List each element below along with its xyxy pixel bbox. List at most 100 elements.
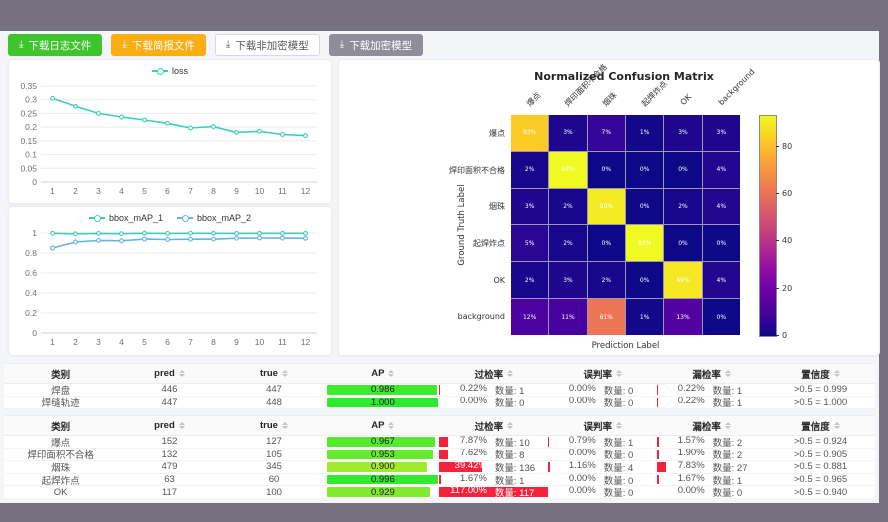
rate-percent: 0.22% [677, 396, 705, 407]
data-point-marker [119, 114, 124, 120]
download-icon: ⤓ [122, 39, 127, 50]
x-tick-label: 5 [142, 337, 147, 347]
legend-label: bbox_mAP_2 [197, 213, 252, 223]
sort-icon[interactable] [281, 422, 288, 429]
rate-bar [657, 474, 660, 485]
sort-icon[interactable] [388, 422, 395, 429]
y-tick-label: 0.6 [25, 268, 37, 278]
sort-icon[interactable] [833, 370, 840, 377]
table-row[interactable]: 焊缝轨迹 447 448 1.000 0.00% 数量: 0 0.00% 数量: 0 0.22%… [4, 397, 875, 410]
rate-count: 数量: 0 [603, 398, 634, 409]
matrix-cell: 3% [549, 115, 587, 151]
true-cell: 100 [266, 486, 282, 498]
legend-item-loss[interactable]: loss [151, 66, 188, 76]
rate-bar [657, 449, 660, 460]
confidence-cell: >0.5 = 0.881 [793, 461, 848, 473]
legend-item-bbox_mAP_1[interactable]: bbox_mAP_1 [88, 213, 163, 223]
colorbar-tick-mark [776, 335, 779, 336]
column-header-3: AP [326, 416, 439, 435]
y-tick-label: 0 [32, 328, 37, 338]
rate-count: 数量: 4 [603, 462, 634, 473]
table-row[interactable]: OK 117 100 0.929 117.00% 数量: 117 0.00% 数量: 0 0.0… [4, 486, 875, 499]
rate-count: 数量: 1 [494, 385, 525, 396]
rate-count: 数量: 8 [494, 450, 525, 461]
sort-icon[interactable] [833, 422, 840, 429]
download-report-button[interactable]: ⤓ 下载简报文件 [111, 34, 206, 56]
sort-icon[interactable] [507, 370, 514, 377]
confidence-cell: >0.5 = 0.940 [793, 486, 848, 498]
matrix-column-label: 烟珠 [601, 90, 619, 109]
column-header-4: 过检率 [439, 364, 548, 383]
sort-icon[interactable] [388, 370, 395, 377]
ap-value: 1.000 [370, 396, 395, 408]
rate-percent: 0.00% [568, 473, 596, 484]
colorbar-tick-label: 80 [782, 141, 793, 151]
rate-cell: 1.57% 数量: 2 [657, 436, 766, 448]
matrix-cell: 1% [625, 299, 664, 335]
colorbar-tick-label: 60 [782, 189, 793, 199]
rate-percent: 1.90% [677, 448, 705, 459]
download-unencrypted-model-button[interactable]: ⤓ 下载非加密模型 [214, 34, 320, 56]
rate-percent: 0.79% [568, 436, 596, 446]
x-tick-label: 10 [255, 186, 265, 196]
table-row[interactable]: 烟珠 479 345 0.900 39.42% 数量: 136 1.16% 数量: 4 7.83… [4, 461, 875, 474]
rate-percent: 39.42% [454, 461, 487, 471]
data-point-marker [257, 128, 262, 134]
ap-cell: 0.967 [326, 436, 439, 448]
rate-percent: 1.16% [568, 461, 596, 471]
confidence-cell: >0.5 = 1.000 [793, 396, 848, 408]
sort-icon[interactable] [616, 370, 623, 377]
matrix-cell: 0% [587, 225, 625, 262]
table-row[interactable]: 焊盘 446 447 0.986 0.22% 数量: 1 0.00% 数量: 0 0.22% 数量… [4, 384, 875, 397]
matrix-cell: 4% [702, 262, 740, 299]
y-tick-label: 0.05 [20, 163, 37, 173]
rate-percent: 0.00% [568, 396, 596, 407]
data-point-marker [73, 239, 78, 245]
matrix-cell: 2% [664, 188, 702, 225]
rate-count: 数量: 0 [603, 488, 634, 498]
sort-icon[interactable] [507, 422, 514, 429]
sort-icon[interactable] [281, 370, 288, 377]
table-header-row: 类别 pred true AP 过检率 误判率 漏检率 置信度 [4, 416, 875, 436]
download-log-button[interactable]: ⤓ 下载日志文件 [8, 34, 103, 56]
download-encrypted-model-button[interactable]: ⤓ 下载加密模型 [328, 34, 424, 56]
table-row[interactable]: 起焊炸点 63 60 0.996 1.67% 数量: 1 0.00% 数量: 0 1.67% 数量… [4, 474, 875, 487]
y-tick-label: 0.3 [25, 95, 37, 105]
legend-item-bbox_mAP_2[interactable]: bbox_mAP_2 [177, 213, 251, 223]
rate-count: 数量: 0 [603, 475, 634, 486]
matrix-cell: 3% [702, 115, 740, 151]
table-row[interactable]: 焊印面积不合格 132 105 0.953 7.62% 数量: 8 0.00% 数量: 0 1.… [4, 449, 875, 462]
rate-count: 数量: 2 [712, 437, 743, 448]
rate-count: 数量: 0 [603, 450, 634, 461]
pred-cell: 479 [161, 461, 178, 473]
sort-icon[interactable] [616, 422, 623, 429]
sort-icon[interactable] [178, 422, 185, 429]
data-point-marker [142, 236, 147, 242]
matrix-cell: 4% [702, 188, 740, 225]
colorbar-tick-label: 20 [782, 283, 793, 293]
sort-icon[interactable] [724, 370, 731, 377]
sort-icon[interactable] [724, 422, 731, 429]
data-point-marker [73, 103, 78, 109]
ap-value: 0.986 [370, 384, 395, 396]
table-row[interactable]: 爆点 152 127 0.967 7.87% 数量: 10 0.79% 数量: 1 1.57% 数… [4, 436, 875, 449]
x-tick-label: 11 [278, 186, 287, 196]
rate-cell: 0.79% 数量: 1 [548, 436, 657, 448]
matrix-cell: 11% [549, 299, 587, 335]
data-point-marker [303, 235, 308, 241]
pred-cell: 63 [164, 474, 175, 486]
category-cell: 焊缝轨迹 [41, 398, 80, 409]
x-tick-label: 2 [73, 337, 78, 347]
rate-bar [439, 474, 442, 485]
confidence-cell: >0.5 = 0.965 [793, 474, 848, 486]
rate-cell: 0.00% 数量: 0 [657, 486, 766, 498]
rate-count: 数量: 0 [494, 398, 525, 409]
bbox_mAP_1-line [52, 232, 306, 235]
sort-icon[interactable] [178, 370, 185, 377]
map-line-chart: 00.20.40.60.811 2 3 4 5 6 7 8 9 10 11 12 [25, 228, 317, 347]
rate-bar [439, 449, 448, 460]
rate-percent: 1.67% [459, 473, 487, 484]
x-tick-label: 7 [188, 337, 193, 347]
loss-line-chart: 00.050.10.150.20.250.30.351 2 3 4 5 6 7 8 9 10 11 1… [20, 81, 317, 196]
rate-cell: 1.67% 数量: 1 [439, 473, 548, 485]
